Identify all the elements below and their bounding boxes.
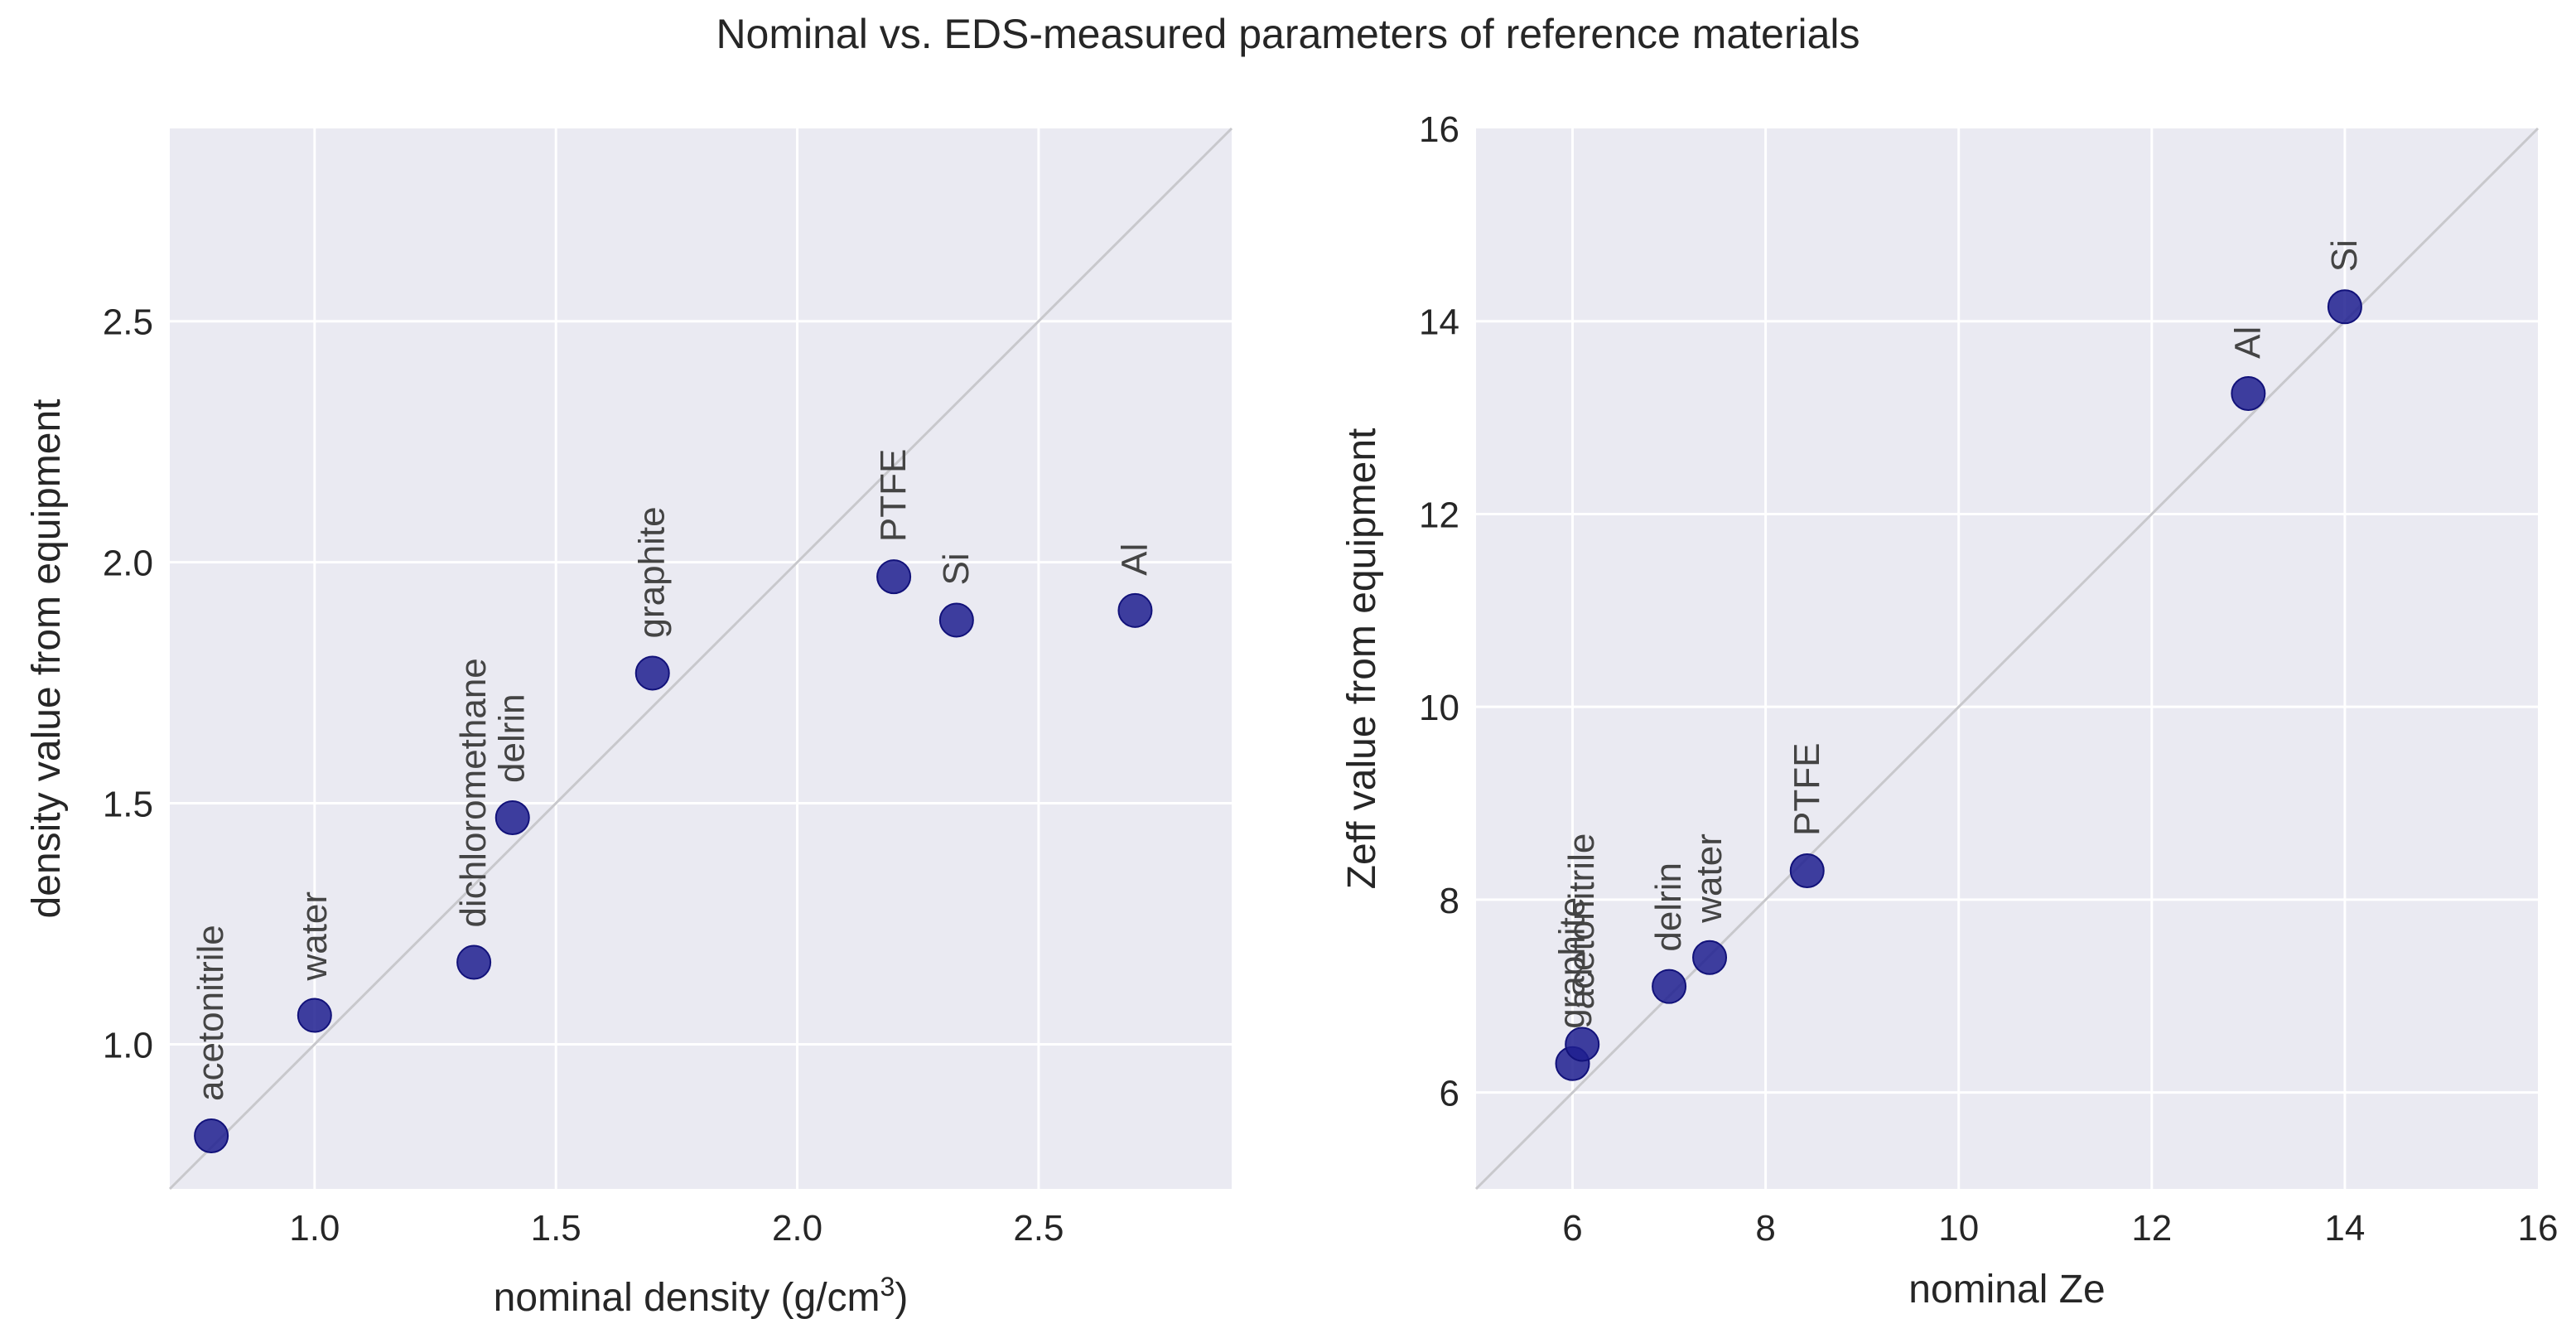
density-x-tick-label: 1.0 xyxy=(289,1208,340,1249)
density-x-tick-label: 2.5 xyxy=(1013,1208,1064,1249)
density-annotation-graphite: graphite xyxy=(632,506,673,638)
zeff-x-tick-label: 14 xyxy=(2324,1208,2365,1249)
density-x-axis-label-suffix: ) xyxy=(895,1276,908,1320)
density-point-water xyxy=(297,998,332,1033)
zeff-x-tick-label: 6 xyxy=(1562,1208,1582,1249)
density-x-tick-label: 2.0 xyxy=(772,1208,822,1249)
zeff-annotation-delrin: delrin xyxy=(1648,862,1689,952)
density-point-delrin xyxy=(494,800,530,835)
zeff-x-tick-label: 8 xyxy=(1755,1208,1775,1249)
zeff-y-axis-label: Zeff value from equipment xyxy=(1340,428,1384,890)
density-identity-line xyxy=(168,127,1233,1191)
zeff-y-tick-label: 6 xyxy=(1440,1074,1459,1114)
zeff-annotation-al: Al xyxy=(2227,326,2268,359)
zeff-point-al xyxy=(2231,376,2266,411)
zeff-x-ticks: 6 8 10 12 14 16 xyxy=(1562,1208,2558,1249)
density-grid xyxy=(170,128,1232,1189)
density-x-axis-label: nominal density (g/cm3) xyxy=(494,1272,909,1320)
density-annotation-dichloromethane: dichloromethane xyxy=(453,658,494,927)
zeff-y-ticks: 6 8 10 12 14 16 xyxy=(1419,109,1459,1114)
density-point-al xyxy=(1117,592,1153,628)
zeff-annotation-acetonitrile: acetonitrile xyxy=(1561,833,1602,1010)
density-annotation-delrin: delrin xyxy=(492,693,533,783)
zeff-y-tick-label: 12 xyxy=(1419,495,1459,535)
zeff-x-axis-label: nominal Ze xyxy=(1908,1268,2105,1312)
zeff-x-tick-label: 10 xyxy=(1938,1208,1979,1249)
density-point-ptfe xyxy=(876,559,912,595)
zeff-annotation-ptfe: PTFE xyxy=(1787,743,1827,836)
density-point-graphite xyxy=(634,655,670,691)
zeff-point-delrin xyxy=(1652,969,1687,1004)
density-annotation-al: Al xyxy=(1114,543,1155,576)
density-point-si xyxy=(938,602,974,638)
density-annotation-ptfe: PTFE xyxy=(873,449,914,542)
zeff-points xyxy=(1555,289,2362,1081)
zeff-annotation-graphite: graphite xyxy=(1552,897,1593,1029)
density-point-acetonitrile xyxy=(194,1118,229,1153)
zeff-annotation-si: Si xyxy=(2324,239,2365,272)
zeff-panel: 6 8 10 12 14 16 6 8 10 12 14 16 graphiteacetonitri… xyxy=(1340,109,2558,1312)
zeff-y-tick-label: 10 xyxy=(1419,688,1459,728)
density-x-ticks: 1.0 1.5 2.0 2.5 xyxy=(289,1208,1064,1249)
zeff-grid xyxy=(1476,128,2538,1189)
density-annotation-si: Si xyxy=(936,553,977,585)
zeff-y-tick-label: 8 xyxy=(1440,881,1459,921)
zeff-point-ptfe xyxy=(1789,853,1825,888)
zeff-y-tick-label: 16 xyxy=(1419,109,1459,150)
density-y-tick-label: 2.5 xyxy=(103,302,153,343)
density-annotation-acetonitrile: acetonitrile xyxy=(191,925,231,1101)
density-x-axis-label-sup: 3 xyxy=(880,1272,895,1302)
zeff-annotation-water: water xyxy=(1689,833,1729,924)
density-point-dichloromethane xyxy=(456,944,492,980)
zeff-y-tick-label: 14 xyxy=(1419,302,1459,343)
density-points xyxy=(194,559,1153,1153)
density-y-axis-label: density value from equipment xyxy=(25,399,69,919)
density-panel: 1.0 1.5 2.0 2.5 1.0 1.5 2.0 2.5 acetonitrile wa… xyxy=(25,127,1233,1320)
density-x-axis-label-text: nominal density (g/cm xyxy=(494,1276,880,1320)
density-y-tick-label: 1.5 xyxy=(103,785,153,825)
zeff-point-water xyxy=(1692,940,1728,975)
zeff-x-tick-label: 16 xyxy=(2518,1208,2559,1249)
zeff-point-acetonitrile xyxy=(1565,1027,1600,1062)
density-annotation-water: water xyxy=(294,891,335,982)
density-y-ticks: 1.0 1.5 2.0 2.5 xyxy=(103,302,153,1066)
density-x-tick-label: 1.5 xyxy=(531,1208,581,1249)
zeff-point-si xyxy=(2327,289,2362,325)
density-y-tick-label: 2.0 xyxy=(103,543,153,584)
zeff-x-tick-label: 12 xyxy=(2131,1208,2172,1249)
density-y-tick-label: 1.0 xyxy=(103,1025,153,1065)
figure-title: Nominal vs. EDS-measured parameters of r… xyxy=(716,11,1860,57)
